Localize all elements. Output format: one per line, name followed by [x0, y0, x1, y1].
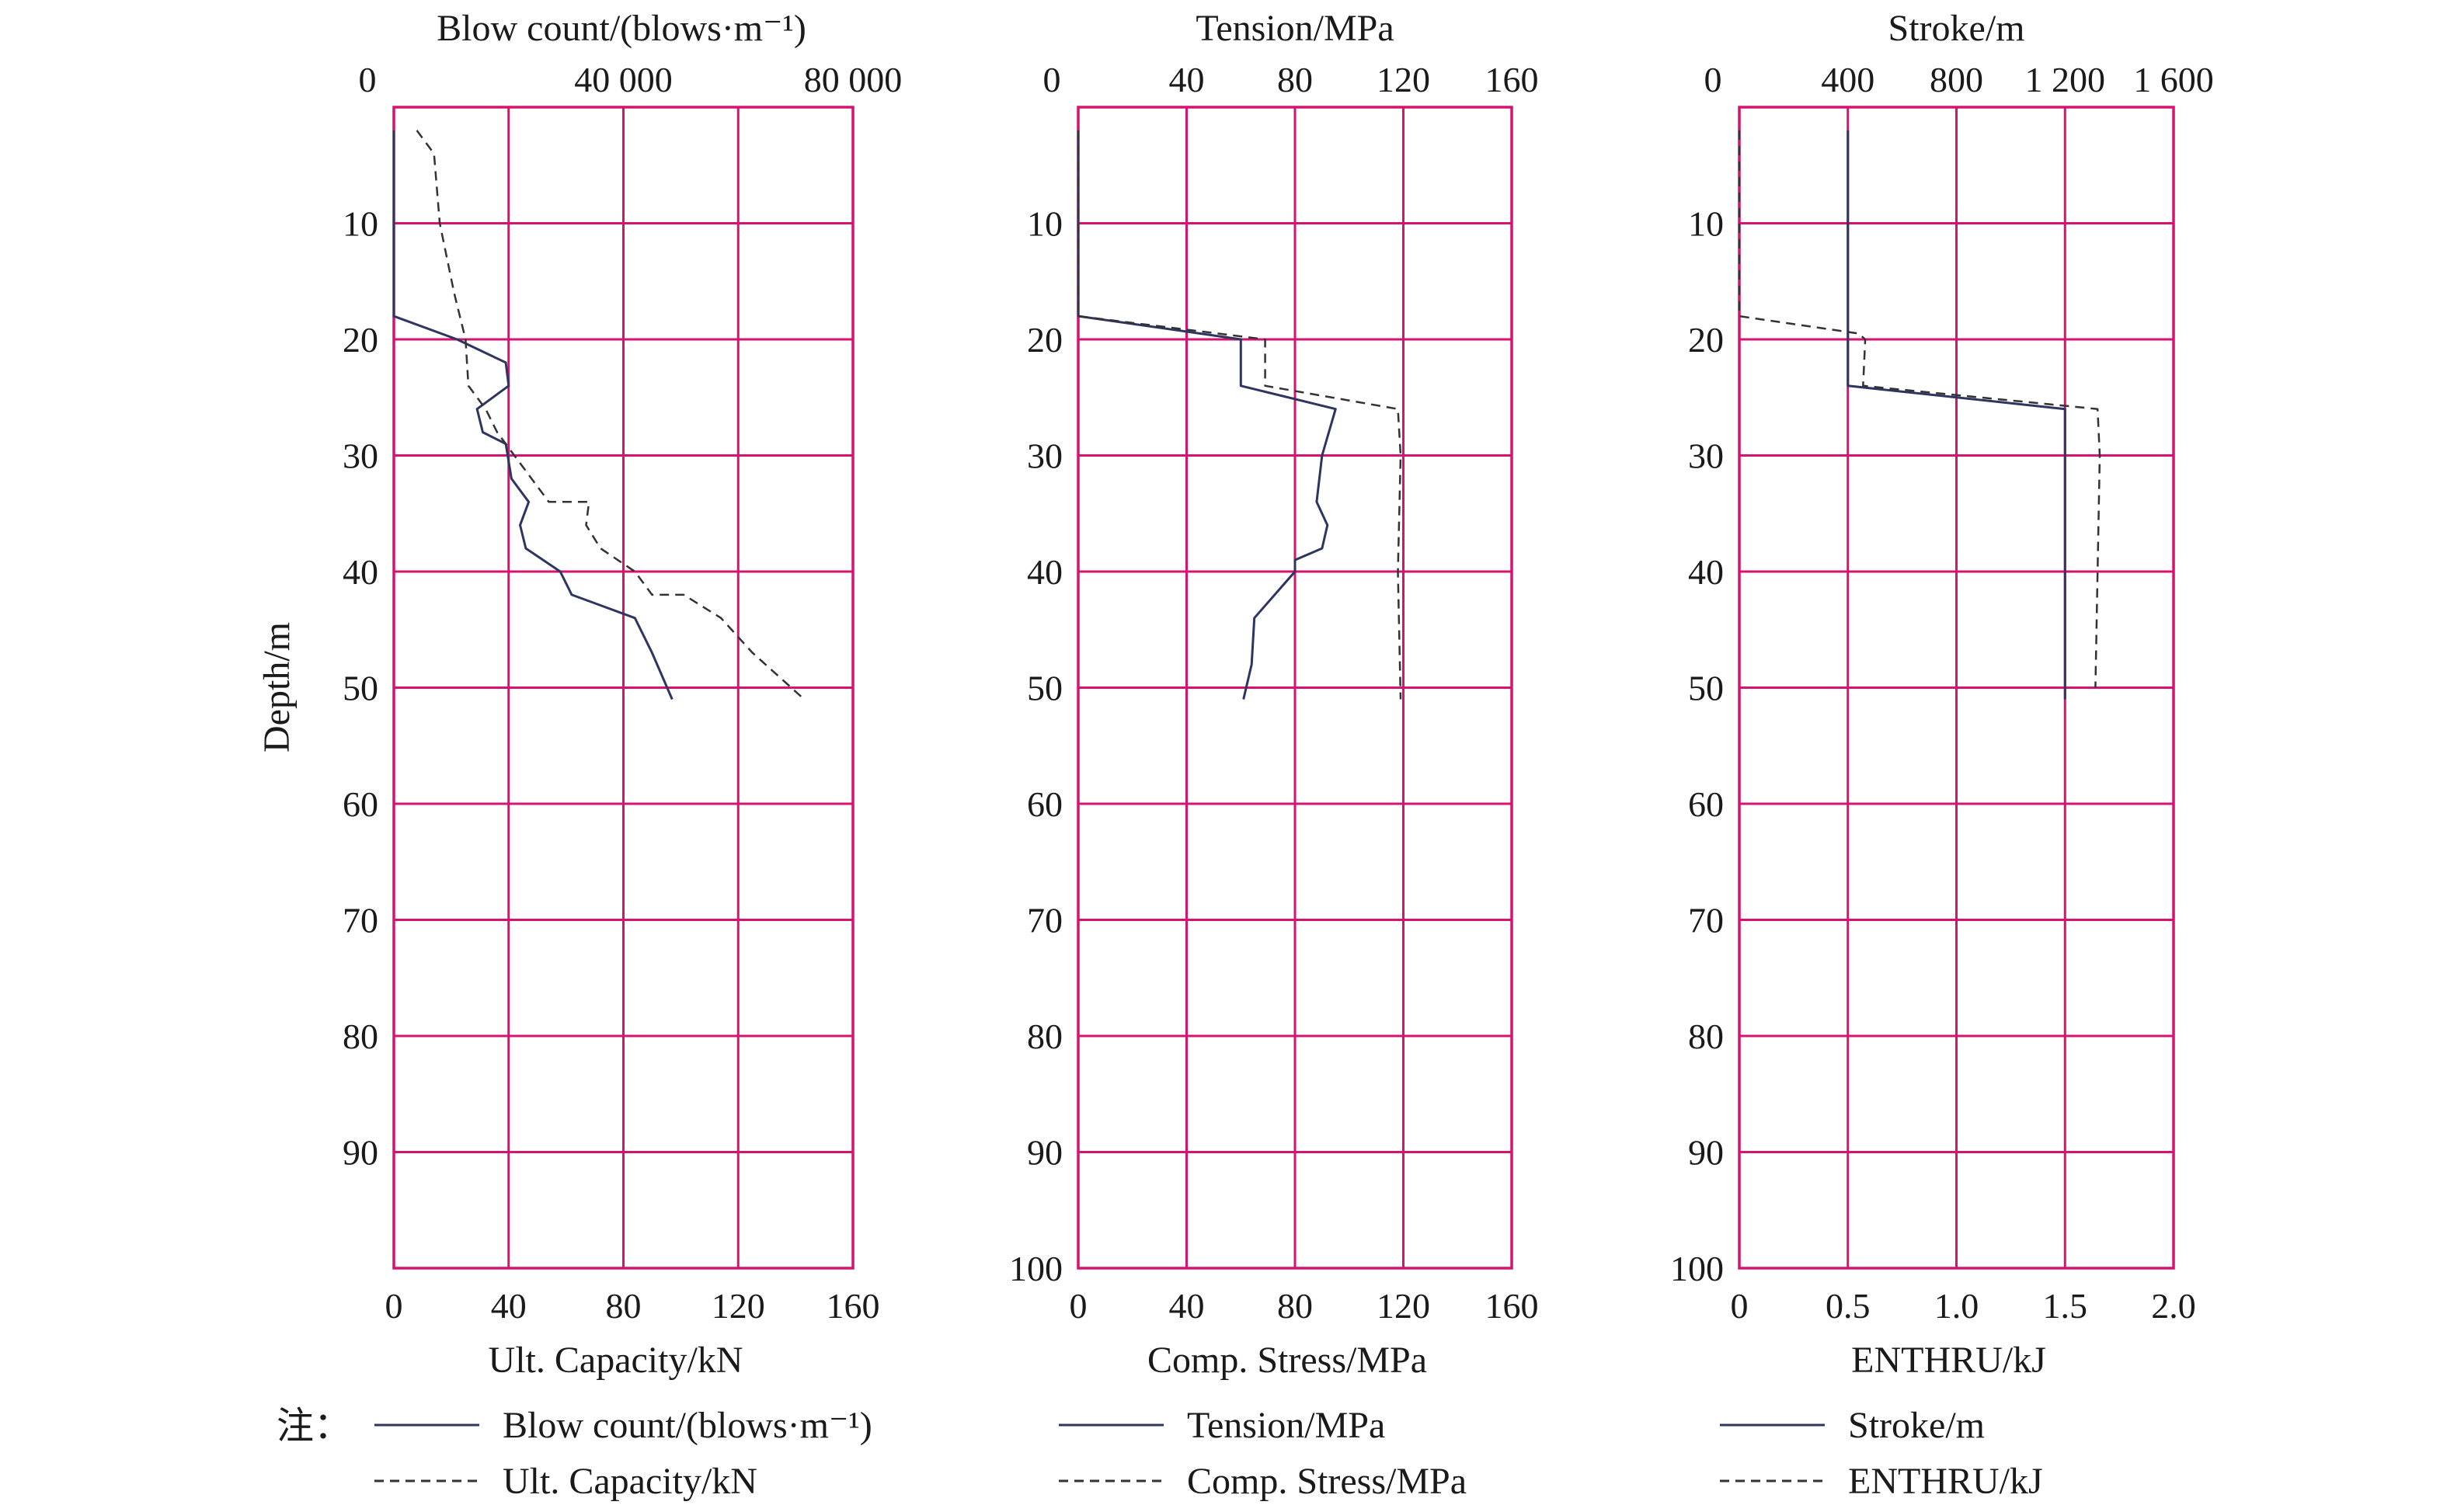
y-tick-label: 70	[1027, 901, 1063, 940]
top-axis-label: Blow count/(blows·m⁻¹)	[437, 8, 806, 49]
bottom-axis-label: ENTHRU/kJ	[1851, 1340, 2046, 1381]
top-axis-label: Stroke/m	[1888, 8, 2025, 49]
y-tick-label: 10	[1688, 204, 1724, 244]
top-tick-label: 160	[1485, 60, 1539, 99]
top-tick-label: 1 200	[2025, 60, 2106, 99]
series-line	[1738, 130, 2101, 688]
plot-frame	[1738, 106, 2175, 1270]
y-tick-label: 10	[343, 204, 378, 244]
y-tick-label: 20	[343, 320, 378, 360]
y-tick-label: 90	[1688, 1133, 1724, 1173]
legend-label: Comp. Stress/MPa	[1187, 1461, 1467, 1502]
y-tick-label: 0	[359, 60, 377, 99]
bottom-axis-label: Comp. Stress/MPa	[1147, 1340, 1427, 1381]
legend-label: Tension/MPa	[1187, 1405, 1385, 1446]
top-tick-label: 40 000	[574, 60, 673, 99]
y-tick-label: 50	[1688, 669, 1724, 708]
top-tick-label: 80	[1277, 60, 1313, 99]
legend-label: Stroke/m	[1848, 1405, 1985, 1446]
bottom-tick-label: 1.5	[2043, 1286, 2088, 1326]
y-tick-label: 80	[1027, 1017, 1063, 1056]
series-line	[1847, 130, 2066, 700]
bottom-tick-label: 120	[712, 1286, 765, 1326]
y-tick-label: 70	[343, 901, 378, 940]
y-tick-label: 40	[343, 552, 378, 592]
bottom-tick-label: 0	[385, 1286, 403, 1326]
y-tick-label: 20	[1688, 320, 1724, 360]
top-tick-label: 800	[1930, 60, 1983, 99]
y-tick-label: 0	[1704, 60, 1722, 99]
y-tick-label: 30	[343, 436, 378, 476]
series-line	[1077, 130, 1402, 700]
bottom-tick-label: 160	[827, 1286, 880, 1326]
y-tick-label: 90	[1027, 1133, 1063, 1173]
y-tick-label: 10	[1027, 204, 1063, 244]
y-tick-label: 90	[343, 1133, 378, 1173]
y-tick-label: 60	[1027, 784, 1063, 824]
top-tick-label: 120	[1377, 60, 1430, 99]
legend-note: 注：	[277, 1406, 351, 1447]
y-tick-label: 60	[1688, 784, 1724, 824]
y-tick-label: 30	[1027, 436, 1063, 476]
bottom-tick-label: 80	[1277, 1286, 1313, 1326]
y-tick-label: 100	[1009, 1249, 1063, 1288]
bottom-tick-label: 0.5	[1826, 1286, 1871, 1326]
y-tick-label: 80	[1688, 1017, 1724, 1056]
y-tick-label: 0	[1043, 60, 1061, 99]
y-tick-label: 60	[343, 784, 378, 824]
legend-label: ENTHRU/kJ	[1848, 1461, 2043, 1502]
bottom-tick-label: 80	[606, 1286, 642, 1326]
series-line	[416, 130, 806, 700]
y-tick-label: 80	[343, 1017, 378, 1056]
top-tick-label: 400	[1821, 60, 1874, 99]
y-axis-label: Depth/m	[256, 622, 298, 753]
y-tick-label: 100	[1670, 1249, 1724, 1288]
series-line	[1077, 130, 1337, 700]
y-tick-label: 50	[1027, 669, 1063, 708]
legend-label: Ult. Capacity/kN	[503, 1461, 757, 1502]
top-tick-label: 80 000	[804, 60, 903, 99]
bottom-tick-label: 0	[1731, 1286, 1749, 1326]
bottom-axis-label: Ult. Capacity/kN	[489, 1340, 743, 1381]
bottom-tick-label: 40	[491, 1286, 527, 1326]
plot-frame	[392, 106, 855, 1270]
y-tick-label: 40	[1688, 552, 1724, 592]
y-tick-label: 20	[1027, 320, 1063, 360]
y-tick-label: 70	[1688, 901, 1724, 940]
y-tick-label: 30	[1688, 436, 1724, 476]
bottom-tick-label: 160	[1485, 1286, 1539, 1326]
top-tick-label: 40	[1169, 60, 1205, 99]
bottom-tick-label: 120	[1377, 1286, 1430, 1326]
top-tick-label: 1 600	[2133, 60, 2214, 99]
bottom-tick-label: 1.0	[1934, 1286, 1979, 1326]
legend-label: Blow count/(blows·m⁻¹)	[503, 1405, 872, 1446]
bottom-tick-label: 2.0	[2151, 1286, 2196, 1326]
plot-frame	[1077, 106, 1513, 1270]
y-tick-label: 50	[343, 669, 378, 708]
y-tick-label: 40	[1027, 552, 1063, 592]
bottom-tick-label: 40	[1169, 1286, 1205, 1326]
bottom-tick-label: 0	[1070, 1286, 1088, 1326]
series-line	[392, 130, 674, 700]
top-axis-label: Tension/MPa	[1196, 8, 1394, 49]
